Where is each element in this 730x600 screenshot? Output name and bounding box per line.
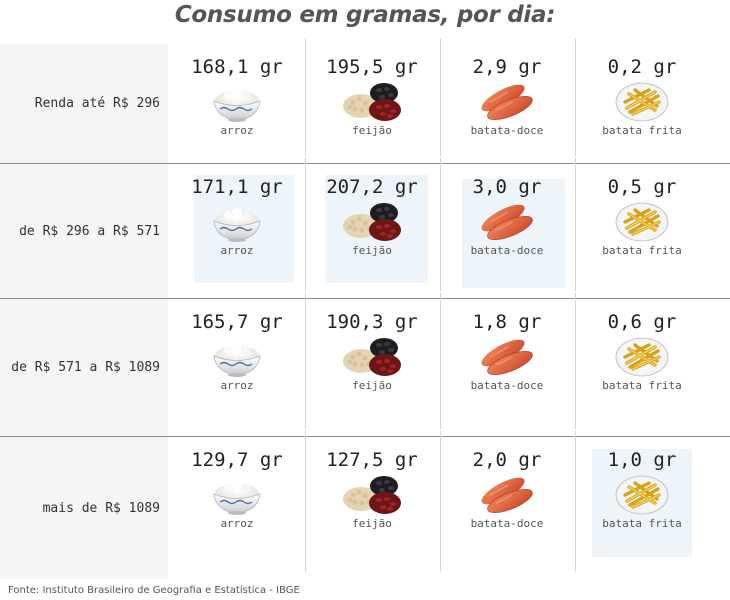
consumption-value: 190,3 gr: [326, 311, 418, 333]
consumption-value: 171,1 gr: [191, 176, 283, 198]
food-label: batata-doce: [470, 517, 544, 530]
food-label: batata-doce: [470, 244, 544, 257]
food-label: feijão: [352, 517, 392, 530]
consumption-cell: 0,5 gr batata frita: [575, 164, 709, 298]
food-label: batata frita: [602, 517, 682, 530]
food-label: feijão: [352, 379, 392, 392]
french-fries-icon: [611, 200, 673, 244]
consumption-cell: 171,1 gr arroz: [170, 164, 304, 298]
consumption-value: 0,5 gr: [607, 176, 677, 198]
sweet-potato-icon: [476, 200, 538, 244]
column-divider: [575, 431, 576, 572]
food-label: arroz: [220, 124, 254, 137]
consumption-cell: 0,6 gr batata frita: [575, 299, 709, 436]
food-label: arroz: [220, 244, 254, 257]
beans-icon: [341, 335, 403, 379]
income-bracket-label: de R$ 296 a R$ 571: [0, 164, 168, 298]
beans-icon: [341, 80, 403, 124]
row-separator: [0, 298, 730, 299]
consumption-cell: 2,0 gr batata-doce: [440, 437, 574, 579]
row-separator: [0, 163, 730, 164]
column-divider: [305, 293, 306, 429]
consumption-cell: 2,9 gr batata-doce: [440, 44, 574, 163]
consumption-cell: 0,2 gr batata frita: [575, 44, 709, 163]
sweet-potato-icon: [476, 80, 538, 124]
consumption-value: 127,5 gr: [326, 449, 418, 471]
consumption-cell: 165,7 gr arroz: [170, 299, 304, 436]
column-divider: [575, 38, 576, 156]
consumption-value: 207,2 gr: [326, 176, 418, 198]
food-label: arroz: [220, 379, 254, 392]
consumption-cell: 207,2 gr feijão: [305, 164, 439, 298]
table-row: Renda até R$ 296 168,1 gr arroz 195,5 gr fei…: [0, 38, 730, 164]
consumption-cell: 168,1 gr arroz: [170, 44, 304, 163]
consumption-cell: 190,3 gr feijão: [305, 299, 439, 436]
consumption-cell: 195,5 gr feijão: [305, 44, 439, 163]
french-fries-icon: [611, 80, 673, 124]
sweet-potato-icon: [476, 473, 538, 517]
food-label: batata frita: [602, 244, 682, 257]
consumption-cell: 1,8 gr batata-doce: [440, 299, 574, 436]
food-label: arroz: [220, 517, 254, 530]
consumption-value: 2,9 gr: [472, 56, 542, 78]
consumption-value: 0,6 gr: [607, 311, 677, 333]
column-divider: [575, 158, 576, 291]
rice-bowl-icon: [206, 473, 268, 517]
column-divider: [575, 293, 576, 429]
consumption-value: 165,7 gr: [191, 311, 283, 333]
beans-icon: [341, 473, 403, 517]
income-bracket-label: de R$ 571 a R$ 1089: [0, 299, 168, 436]
consumption-value: 0,2 gr: [607, 56, 677, 78]
source-note: Fonte: Instituto Brasileiro de Geografia…: [8, 585, 300, 596]
table-row: de R$ 296 a R$ 571 171,1 gr arroz 207,2 gr f…: [0, 158, 730, 299]
beans-icon: [341, 200, 403, 244]
column-divider: [440, 431, 441, 572]
rice-bowl-icon: [206, 80, 268, 124]
consumption-value: 195,5 gr: [326, 56, 418, 78]
consumption-value: 1,0 gr: [607, 449, 677, 471]
food-label: batata frita: [602, 124, 682, 137]
row-separator: [0, 436, 730, 437]
food-label: batata-doce: [470, 124, 544, 137]
column-divider: [305, 431, 306, 572]
table-row: mais de R$ 1089 129,7 gr arroz 127,5 gr feij…: [0, 431, 730, 580]
food-label: feijão: [352, 244, 392, 257]
food-label: batata frita: [602, 379, 682, 392]
consumption-value: 168,1 gr: [191, 56, 283, 78]
consumption-cell: 127,5 gr feijão: [305, 437, 439, 579]
chart-title: Consumo em gramas, por dia:: [174, 2, 556, 28]
consumption-value: 1,8 gr: [472, 311, 542, 333]
sweet-potato-icon: [476, 335, 538, 379]
consumption-cell: 129,7 gr arroz: [170, 437, 304, 579]
income-bracket-label: Renda até R$ 296: [0, 44, 168, 163]
consumption-value: 3,0 gr: [472, 176, 542, 198]
column-divider: [305, 38, 306, 156]
french-fries-icon: [611, 473, 673, 517]
rice-bowl-icon: [206, 335, 268, 379]
consumption-cell: 3,0 gr batata-doce: [440, 164, 574, 298]
column-divider: [440, 158, 441, 291]
table-row: de R$ 571 a R$ 1089 165,7 gr arroz 190,3 gr…: [0, 293, 730, 437]
food-label: batata-doce: [470, 379, 544, 392]
consumption-value: 2,0 gr: [472, 449, 542, 471]
income-bracket-label: mais de R$ 1089: [0, 437, 168, 579]
consumption-cell: 1,0 gr batata frita: [575, 437, 709, 579]
column-divider: [440, 293, 441, 429]
column-divider: [305, 158, 306, 291]
consumption-value: 129,7 gr: [191, 449, 283, 471]
food-label: feijão: [352, 124, 392, 137]
rice-bowl-icon: [206, 200, 268, 244]
french-fries-icon: [611, 335, 673, 379]
column-divider: [440, 38, 441, 156]
